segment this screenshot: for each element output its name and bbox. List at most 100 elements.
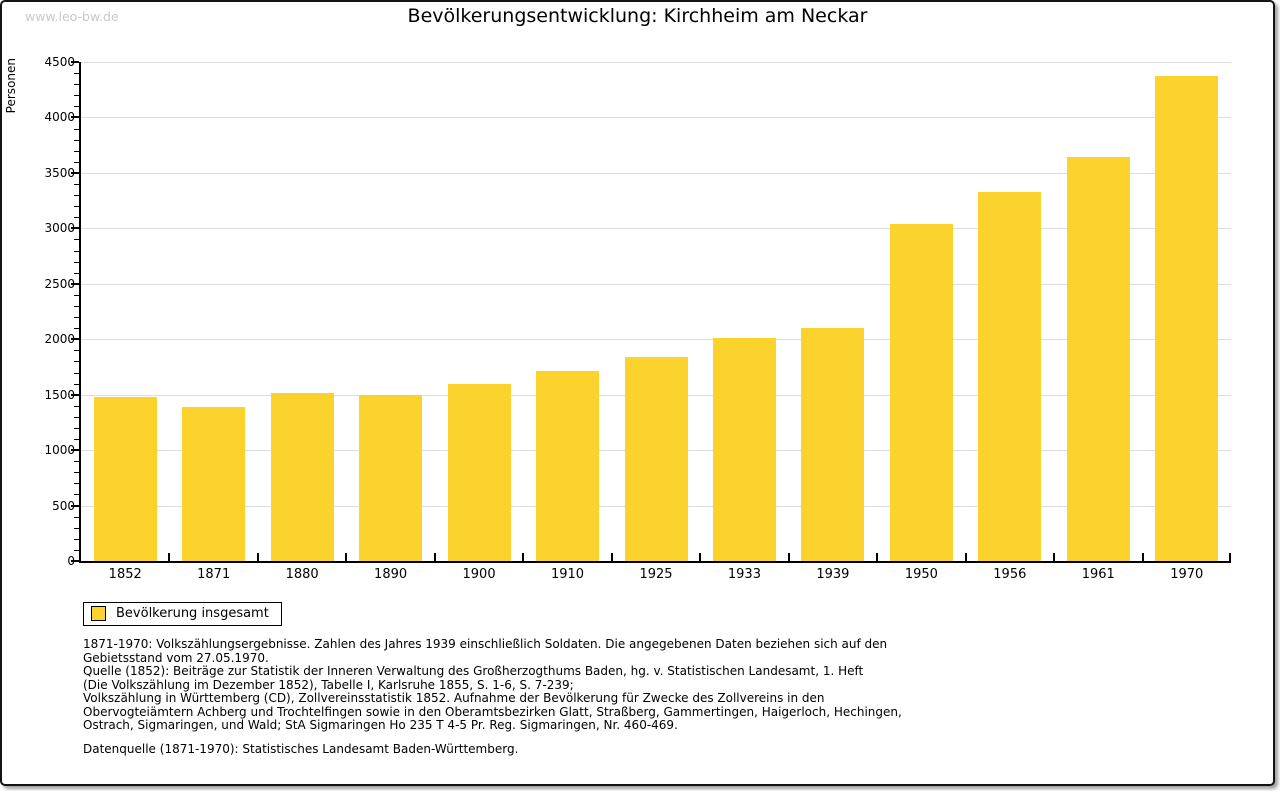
bar-1900 xyxy=(447,383,511,561)
gridline xyxy=(81,172,1231,174)
y-tick-label: 2000 xyxy=(44,332,75,347)
x-tick-label: 1880 xyxy=(285,567,319,582)
y-minor-tick xyxy=(74,416,79,418)
y-minor-tick xyxy=(74,317,79,319)
bar-1871 xyxy=(182,406,246,561)
legend-box: Bevölkerung insgesamt xyxy=(83,602,282,626)
x-tick-label: 1910 xyxy=(550,567,585,582)
x-tick-label: 1939 xyxy=(816,567,850,582)
x-tick-label: 1852 xyxy=(108,567,142,582)
y-tick-label: 1000 xyxy=(44,443,75,458)
gridline xyxy=(81,62,1231,63)
footnotes-block: 1871-1970: Volkszählungsergebnisse. Zahl… xyxy=(83,637,902,733)
legend-label: Bevölkerung insgesamt xyxy=(116,606,269,621)
y-minor-tick xyxy=(74,350,79,352)
x-boundary-tick xyxy=(1229,553,1231,561)
y-tick-label: 4000 xyxy=(44,110,75,125)
y-minor-tick xyxy=(74,439,79,441)
y-minor-tick xyxy=(74,549,79,551)
y-minor-tick xyxy=(74,516,79,518)
y-minor-tick xyxy=(74,95,79,97)
gridline xyxy=(81,117,1231,119)
y-tick-label: 4500 xyxy=(44,55,75,69)
y-minor-tick xyxy=(74,139,79,141)
y-minor-tick xyxy=(74,538,79,540)
x-boundary-tick xyxy=(1053,553,1056,561)
x-tick-label: 1871 xyxy=(197,567,231,582)
y-tick-label: 500 xyxy=(52,498,75,513)
footnote-line: Obervogteiämtern Achberg und Trochtelfin… xyxy=(83,704,902,719)
x-boundary-tick xyxy=(964,553,967,561)
x-tick-label: 1900 xyxy=(462,567,496,582)
bar-1890 xyxy=(359,395,423,561)
footnote-line: Quelle (1852): Beiträge zur Statistik de… xyxy=(83,664,864,678)
y-minor-tick xyxy=(74,150,79,152)
x-boundary-tick xyxy=(610,553,613,561)
x-boundary-tick xyxy=(699,553,702,561)
datasource-note: Datenquelle (1871-1970): Statistisches L… xyxy=(83,742,519,756)
footnote-line: 1871-1970: Volkszählungsergebnisse. Zahl… xyxy=(83,637,888,651)
y-tick-label: 3000 xyxy=(44,221,75,236)
bar-1852 xyxy=(93,397,157,561)
y-minor-tick xyxy=(74,294,79,296)
x-boundary-tick xyxy=(433,553,436,561)
x-tick-label: 1950 xyxy=(904,567,938,582)
y-major-tick xyxy=(71,338,79,341)
y-minor-tick xyxy=(74,195,79,197)
y-minor-tick xyxy=(74,183,79,185)
y-minor-tick xyxy=(74,272,79,274)
y-minor-tick xyxy=(74,405,79,407)
bar-1933 xyxy=(712,338,776,561)
x-tick-label: 1956 xyxy=(993,567,1027,582)
y-minor-tick xyxy=(74,73,79,75)
y-major-tick xyxy=(71,61,79,63)
y-major-tick xyxy=(71,449,79,452)
y-minor-tick xyxy=(74,206,79,208)
bar-1961 xyxy=(1066,156,1130,561)
y-minor-tick xyxy=(74,239,79,241)
y-minor-tick xyxy=(74,250,79,252)
x-boundary-tick xyxy=(522,553,525,561)
y-minor-tick xyxy=(74,527,79,529)
footnote-line: (Die Volkszählung im Dezember 1852), Tab… xyxy=(83,677,574,692)
chart-title: Bevölkerungsentwicklung: Kirchheim am Ne… xyxy=(407,5,868,27)
y-minor-tick xyxy=(74,427,79,429)
y-minor-tick xyxy=(74,328,79,330)
y-tick-label: 0 xyxy=(67,554,75,568)
y-minor-tick xyxy=(74,261,79,263)
y-major-tick xyxy=(71,227,79,230)
y-tick-label: 1500 xyxy=(44,387,75,402)
y-major-tick xyxy=(71,116,79,119)
gridline xyxy=(81,339,1231,341)
bar-1939 xyxy=(801,327,865,561)
x-tick-label: 1970 xyxy=(1170,567,1204,582)
x-boundary-tick xyxy=(1141,553,1144,561)
bar-1925 xyxy=(624,356,688,561)
y-tick-label: 3500 xyxy=(44,165,75,180)
y-minor-tick xyxy=(74,483,79,485)
y-minor-tick xyxy=(74,106,79,108)
bar-1880 xyxy=(270,393,334,561)
y-major-tick xyxy=(71,171,79,174)
bar-1956 xyxy=(978,191,1042,561)
y-minor-tick xyxy=(74,361,79,363)
legend-swatch-icon xyxy=(91,606,106,621)
y-tick-label: 2500 xyxy=(44,276,75,291)
bar-1950 xyxy=(889,223,953,561)
y-minor-tick xyxy=(74,494,79,496)
x-boundary-tick xyxy=(168,553,171,561)
x-tick-label: 1925 xyxy=(639,567,673,582)
y-minor-tick xyxy=(74,305,79,307)
y-minor-tick xyxy=(74,84,79,86)
y-axis-label: Personen xyxy=(4,58,18,114)
watermark-text: www.leo-bw.de xyxy=(25,9,119,24)
y-minor-tick xyxy=(74,217,79,219)
footnote-line: Ostrach, Sigmaringen, und Wald; StA Sigm… xyxy=(83,718,678,732)
x-tick-label: 1961 xyxy=(1081,567,1115,582)
gridline xyxy=(81,228,1231,230)
y-minor-tick xyxy=(74,372,79,374)
footnote-line: Gebietsstand vom 27.05.1970. xyxy=(83,650,269,665)
y-minor-tick xyxy=(74,461,79,463)
x-tick-label: 1890 xyxy=(374,567,408,582)
